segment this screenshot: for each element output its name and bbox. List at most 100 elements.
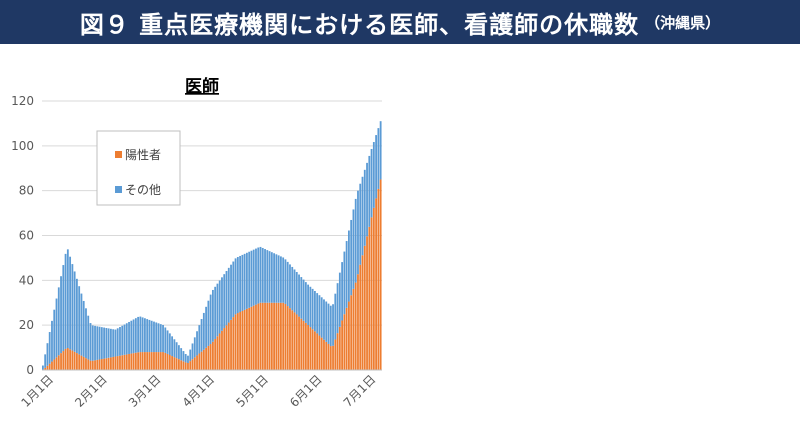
bar-other (304, 282, 307, 323)
y-tick-label: 60 (19, 229, 34, 243)
bar-positive (182, 361, 185, 370)
bar-positive (216, 336, 219, 370)
bar-other (184, 354, 187, 363)
bar-other (153, 321, 155, 353)
legend-swatch-other (115, 186, 122, 193)
bar-other (216, 283, 219, 337)
bar-positive (62, 351, 65, 370)
bar-positive (239, 312, 242, 370)
bar-positive (300, 318, 303, 370)
bar-other (257, 247, 260, 304)
legend-swatch-positive (115, 151, 122, 158)
bar-other (289, 264, 291, 309)
bar-positive (103, 358, 106, 370)
bar-positive (323, 339, 325, 370)
bar-other (166, 330, 169, 354)
bar-positive (257, 303, 260, 370)
bar-other (139, 316, 142, 353)
y-tick-label: 0 (26, 363, 34, 377)
bar-other (42, 365, 44, 370)
bar-other (243, 253, 246, 310)
bar-other (62, 265, 65, 352)
bar-positive (314, 331, 316, 370)
bar-positive (368, 226, 371, 370)
bar-positive (146, 352, 149, 370)
bar-other (377, 128, 380, 189)
bar-positive (307, 325, 310, 370)
bar-other (225, 271, 228, 326)
bar-positive (234, 314, 237, 370)
bar-positive (159, 352, 162, 370)
bar-positive (214, 338, 217, 370)
bar-other (311, 288, 314, 330)
x-tick-label: 7月1日 (341, 372, 379, 410)
bar-positive (107, 357, 110, 370)
y-tick-label: 100 (11, 139, 34, 153)
bar-other (293, 269, 296, 313)
bar-other (100, 327, 103, 360)
bar-other (87, 315, 90, 360)
bar-positive (164, 352, 167, 370)
bar-positive (134, 352, 137, 370)
bar-other (55, 298, 58, 358)
bar-positive (241, 310, 244, 370)
bar-positive (225, 325, 228, 370)
bar-other (348, 230, 350, 302)
bar-other (314, 290, 316, 332)
bar-other (78, 286, 81, 355)
bar-other (85, 308, 87, 359)
bar-other (370, 148, 373, 218)
bar-positive (348, 301, 350, 370)
bar-positive (69, 349, 72, 370)
bar-positive (64, 348, 67, 370)
bar-other (372, 142, 375, 208)
bar-positive (275, 302, 278, 370)
bar-positive (100, 359, 103, 370)
bar-other (69, 256, 72, 350)
bar-other (130, 320, 133, 354)
bar-other (114, 329, 117, 357)
bar-positive (252, 305, 255, 370)
bar-positive (137, 352, 140, 370)
bar-other (175, 342, 178, 359)
bar-other (141, 317, 144, 353)
bar-positive (132, 353, 135, 370)
bar-positive (66, 348, 69, 370)
bar-positive (110, 357, 112, 370)
bar-other (334, 293, 337, 340)
bar-positive (48, 363, 51, 370)
bar-other (266, 250, 269, 303)
bar-positive (327, 343, 330, 370)
bar-positive (361, 255, 364, 370)
bar-other (98, 326, 101, 360)
bar-other (168, 333, 171, 356)
bar-positive (60, 353, 62, 370)
bar-other (325, 301, 328, 342)
bar-other (379, 121, 382, 180)
y-tick-label: 40 (19, 273, 34, 287)
bar-positive (243, 309, 246, 370)
bar-positive (334, 339, 337, 370)
bar-other (316, 293, 319, 334)
bar-positive (166, 353, 169, 370)
bar-positive (173, 357, 176, 370)
bar-positive (377, 188, 380, 370)
bar-positive (221, 330, 223, 370)
bar-other (366, 162, 368, 237)
bar-other (341, 262, 344, 321)
bar-other (80, 293, 83, 356)
bar-other (227, 267, 230, 323)
bar-positive (153, 352, 155, 370)
bar-other (286, 261, 289, 307)
bar-positive (236, 313, 239, 370)
bar-other (96, 326, 99, 360)
bar-positive (139, 352, 142, 370)
bar-other (234, 258, 237, 315)
bar-positive (55, 357, 58, 370)
bar-other (232, 261, 235, 318)
nurse-chart: 0100200300400500600看護師1月1日2月1日3月1日4月1日5月… (400, 44, 800, 436)
bar-positive (212, 341, 214, 370)
x-tick-label: 4月1日 (180, 372, 218, 410)
bar-positive (116, 356, 119, 370)
bar-other (298, 274, 300, 317)
